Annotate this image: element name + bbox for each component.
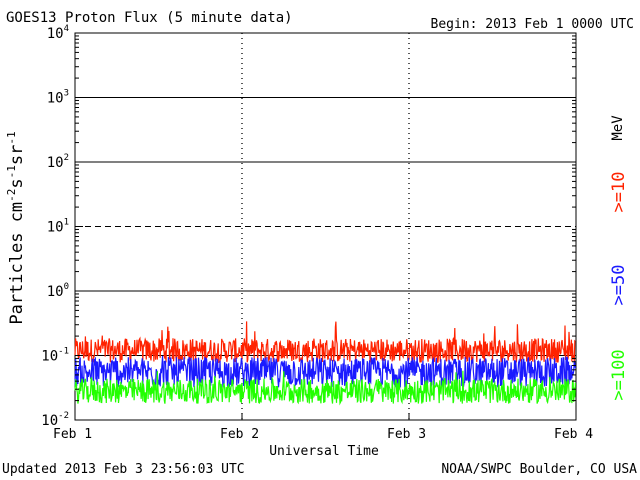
x-tick-label: Feb 2 xyxy=(220,427,259,442)
y-label-base: Particles cm xyxy=(7,202,27,325)
source-credit: NOAA/SWPC Boulder, CO USA xyxy=(441,462,637,477)
legend-unit: MeV xyxy=(610,115,626,141)
x-axis-label: Universal Time xyxy=(269,444,379,459)
svg-text:Particles cm-2s-1sr-1: Particles cm-2s-1sr-1 xyxy=(5,131,27,324)
y-tick-label: 10-1 xyxy=(41,347,69,365)
y-label-s: s xyxy=(7,178,27,188)
x-tick-label: Feb 4 xyxy=(554,427,593,442)
y-tick-label: 101 xyxy=(47,218,69,236)
legend-series-50: >=50 xyxy=(609,265,629,306)
updated-timestamp: Updated 2013 Feb 3 23:56:03 UTC xyxy=(2,462,245,477)
y-label-sup2: -1 xyxy=(5,165,18,178)
series-line-1 xyxy=(74,355,576,388)
begin-label: Begin: 2013 Feb 1 0000 UTC xyxy=(431,17,635,32)
y-label-sr: sr xyxy=(7,145,27,165)
y-tick-label: 10-2 xyxy=(41,411,69,429)
legend-series-100: >=100 xyxy=(609,349,629,400)
plot-area xyxy=(74,32,577,421)
series-line-0 xyxy=(74,321,576,364)
y-axis-label: Particles cm-2s-1sr-1 xyxy=(5,131,27,324)
y-tick-label: 102 xyxy=(47,153,69,171)
y-label-sup1: -2 xyxy=(5,189,18,202)
y-tick-label: 103 xyxy=(47,89,69,107)
y-label-sup3: -1 xyxy=(5,131,18,144)
series-line-2 xyxy=(74,370,576,406)
x-tick-label: Feb 1 xyxy=(53,427,92,442)
y-tick-label: 100 xyxy=(47,282,69,300)
legend-series-10: >=10 xyxy=(609,172,629,213)
x-tick-label: Feb 3 xyxy=(387,427,426,442)
chart-title: GOES13 Proton Flux (5 minute data) xyxy=(6,10,293,26)
y-tick-label: 104 xyxy=(47,24,69,42)
